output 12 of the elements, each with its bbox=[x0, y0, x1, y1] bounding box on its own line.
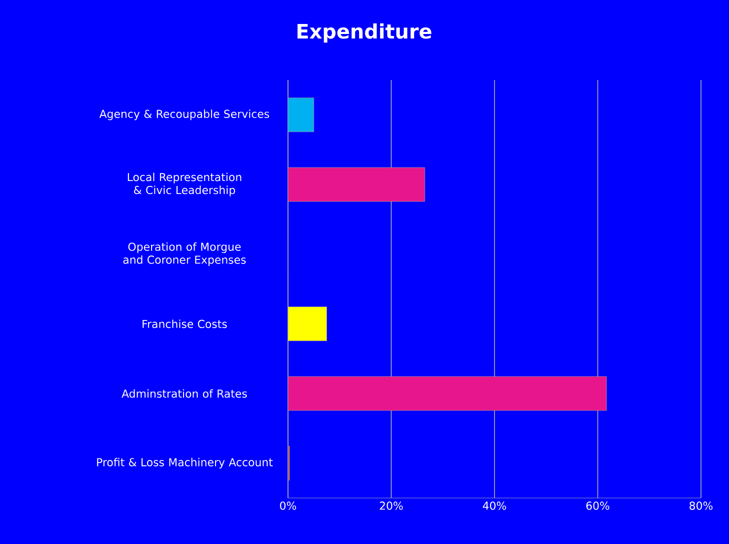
y-tick-label: Franchise Costs bbox=[142, 320, 227, 328]
y-tick-label: Agency & Recoupable Services bbox=[99, 110, 270, 120]
y-tick-label: Operation of Morgue and Coroner Expenses bbox=[123, 242, 246, 266]
x-tick-label: 60% bbox=[586, 502, 610, 510]
x-tick-label: 40% bbox=[482, 502, 506, 510]
y-tick-label: Adminstration of Rates bbox=[122, 389, 247, 398]
chart-title: Expenditure bbox=[298, 23, 432, 43]
y-tick-label: Local Representation & Civic Leadership bbox=[128, 172, 242, 196]
x-tick-label: 20% bbox=[380, 502, 403, 510]
x-tick-label: 0% bbox=[280, 502, 296, 510]
y-tick-label: Profit & Loss Machinery Account bbox=[97, 458, 273, 468]
x-tick-label: 80% bbox=[690, 502, 713, 510]
